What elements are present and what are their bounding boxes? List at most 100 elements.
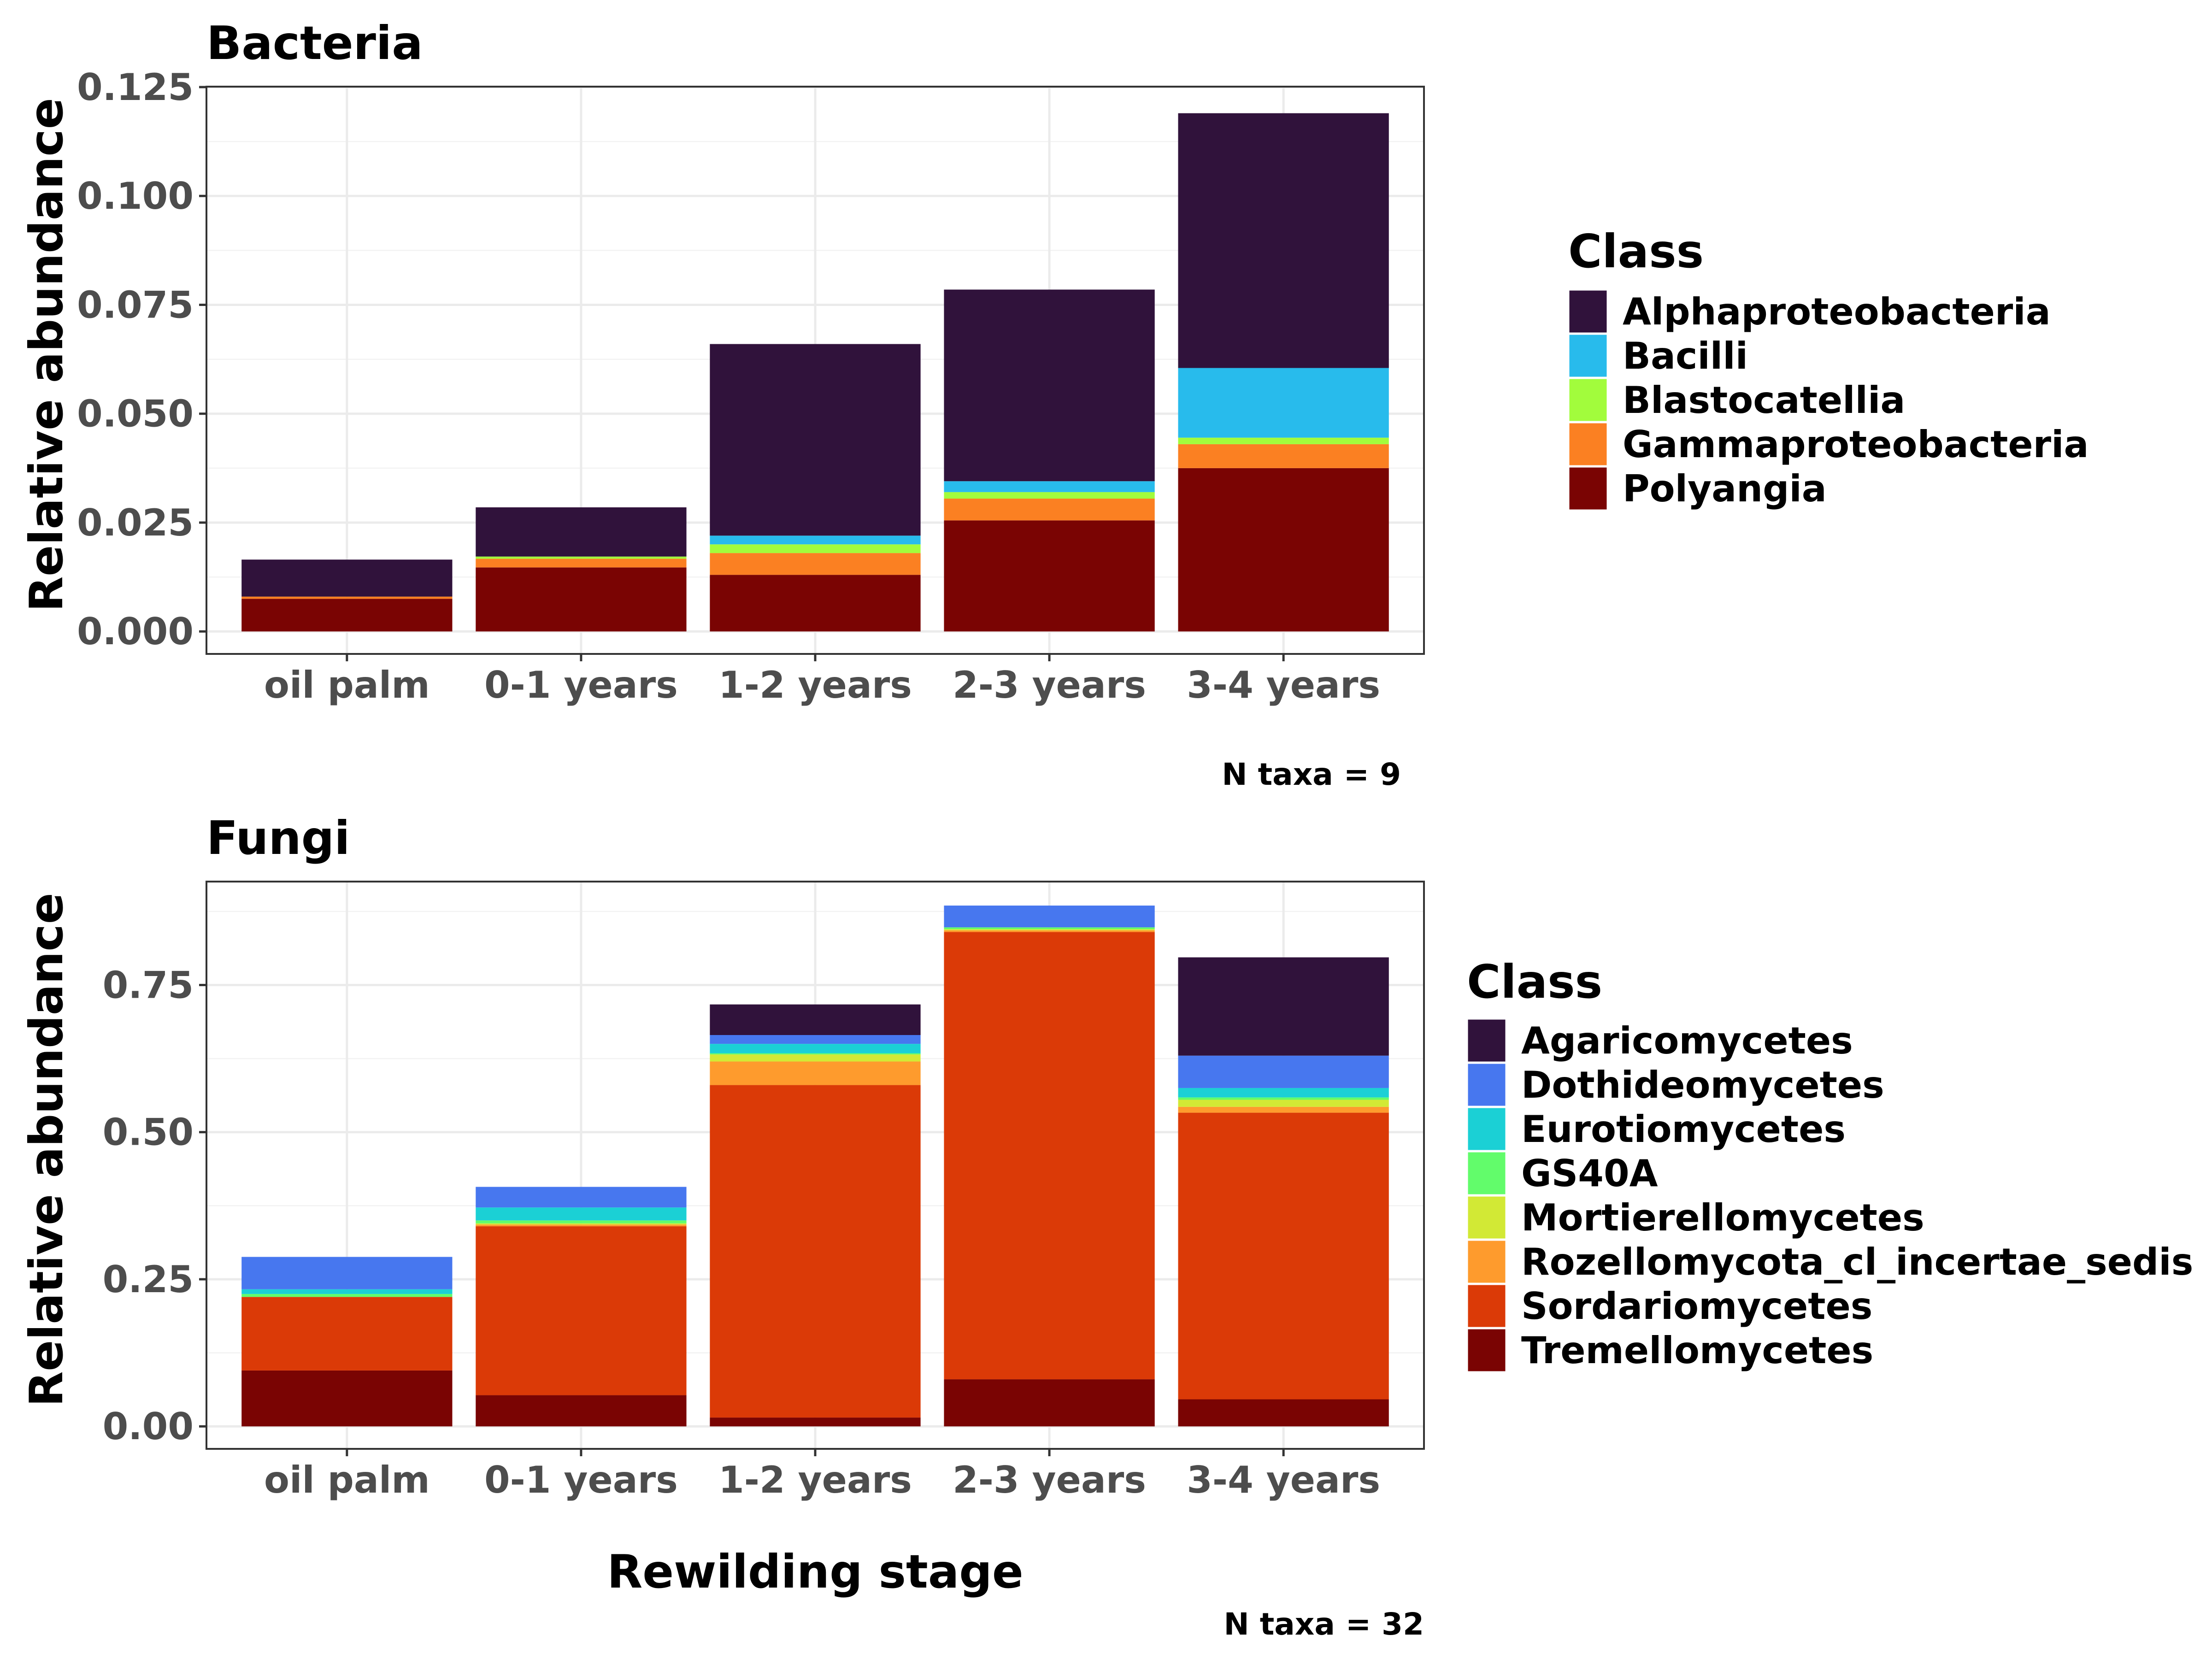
bacteria-bar-polyangia-0-1-years [476, 567, 687, 632]
bacteria-y-tick-label: 0.050 [77, 393, 194, 435]
bacteria-legend-key-alphaproteobacteria [1567, 288, 1609, 335]
bacteria-legend-key-bacilli [1567, 332, 1609, 379]
bacteria-y-tick-label: 0.125 [77, 66, 194, 109]
bacteria-bar-polyangia-oil-palm [241, 599, 453, 632]
bacteria-bar-alphaproteobacteria-3-4-years [1178, 113, 1389, 368]
bacteria-bar-blastocatellia-0-1-years [476, 556, 687, 559]
fungi-bar-rozellomycota-cl-incertae-sedis-0-1-years [476, 1224, 687, 1227]
fungi-legend-label-agaricomycetes: Agaricomycetes [1521, 1019, 1853, 1062]
fungi-legend-label-mortierellomycetes: Mortierellomycetes [1521, 1196, 1924, 1239]
fungi-bar-eurotiomycetes-0-1-years [476, 1207, 687, 1221]
bacteria-legend-label-blastocatellia: Blastocatellia [1623, 379, 1905, 422]
fungi-bar-sordariomycetes-2-3-years [944, 932, 1155, 1380]
fungi-legend-key-dothideomycetes [1465, 1061, 1508, 1108]
bacteria-x-tick-label: 1-2 years [718, 664, 912, 706]
fungi-y-tick-label: 0.50 [103, 1111, 194, 1154]
fungi-bar-gs40a-0-1-years [476, 1220, 687, 1224]
fungi-x-tick-label: 0-1 years [484, 1459, 678, 1501]
fungi-x-tick-label: 3-4 years [1187, 1459, 1380, 1501]
fungi-legend-key-gs40a [1465, 1150, 1508, 1197]
bacteria-bar-blastocatellia-1-2-years [710, 544, 921, 553]
fungi-bar-tremellomycetes-oil-palm [241, 1370, 453, 1427]
fungi-legend-key-rozellomycota-cl-incertae-sedis [1465, 1238, 1508, 1285]
bacteria-legend-label-bacilli: Bacilli [1623, 335, 1748, 377]
fungi-legend-key-agaricomycetes [1465, 1017, 1508, 1064]
fungi-y-tick-label: 0.25 [103, 1258, 194, 1301]
bacteria-bar-blastocatellia-2-3-years [944, 492, 1155, 499]
fungi-taxa-count-note: N taxa = 32 [1224, 1606, 1424, 1642]
fungi-bar-tremellomycetes-1-2-years [710, 1418, 921, 1427]
fungi-panel: Fungi Relative abundance 0.00 0.25 0.50 0.7… [19, 811, 2193, 1642]
bacteria-bar-gammaproteobacteria-1-2-years [710, 553, 921, 575]
fungi-bar-sordariomycetes-1-2-years [710, 1085, 921, 1418]
bacteria-panel-title: Bacteria [206, 16, 423, 70]
fungi-bar-gs40a-oil-palm [241, 1294, 453, 1297]
bacteria-legend-title: Class [1568, 224, 1704, 278]
fungi-panel-title: Fungi [206, 811, 350, 865]
fungi-legend-label-dothideomycetes: Dothideomycetes [1521, 1064, 1884, 1106]
fungi-bar-mortierellomycetes-0-1-years [476, 1223, 687, 1225]
fungi-legend-title: Class [1467, 955, 1602, 1009]
fungi-bar-eurotiomycetes-oil-palm [241, 1289, 453, 1294]
bacteria-bar-gammaproteobacteria-3-4-years [1178, 444, 1389, 468]
fungi-legend-label-gs40a: GS40A [1521, 1152, 1658, 1195]
fungi-legend-key-eurotiomycetes [1465, 1106, 1508, 1153]
fungi-bar-sordariomycetes-0-1-years [476, 1226, 687, 1395]
fungi-bar-agaricomycetes-3-4-years [1178, 957, 1389, 1056]
fungi-legend-label-rozellomycota-cl-incertae-sedis: Rozellomycota_cl_incertae_sedis [1521, 1241, 2193, 1283]
bacteria-y-axis-title: Relative abundance [19, 98, 73, 612]
bacteria-bar-alphaproteobacteria-1-2-years [710, 344, 921, 536]
fungi-bar-gs40a-2-3-years [944, 927, 1155, 930]
bacteria-bar-blastocatellia-3-4-years [1178, 437, 1389, 444]
bacteria-bar-gammaproteobacteria-0-1-years [476, 559, 687, 568]
fungi-bar-eurotiomycetes-1-2-years [710, 1044, 921, 1053]
fungi-bar-rozellomycota-cl-incertae-sedis-3-4-years [1178, 1106, 1389, 1113]
bacteria-bar-alphaproteobacteria-oil-palm [241, 559, 453, 597]
fungi-bar-dothideomycetes-2-3-years [944, 906, 1155, 928]
bacteria-bar-alphaproteobacteria-2-3-years [944, 289, 1155, 482]
bacteria-axis-ticks: 0.000 0.025 0.050 0.075 0.100 0.125 oil palm 0-… [77, 66, 1380, 706]
bacteria-y-tick-label: 0.100 [77, 175, 194, 218]
fungi-bar-mortierellomycetes-3-4-years [1178, 1100, 1389, 1107]
bacteria-panel: Bacteria Relative abundance 0.000 0.025 0.… [19, 16, 2089, 792]
fungi-legend-key-sordariomycetes [1465, 1282, 1508, 1330]
bacteria-bar-bacilli-2-3-years [944, 481, 1155, 492]
bacteria-legend-items: AlphaproteobacteriaBacilliBlastocatellia… [1567, 288, 2089, 512]
fungi-legend-key-tremellomycetes [1465, 1327, 1508, 1374]
fungi-legend-items: AgaricomycetesDothideomycetesEurotiomyce… [1465, 1017, 2193, 1374]
fungi-y-tick-label: 0.75 [103, 964, 194, 1006]
bacteria-legend-label-alphaproteobacteria: Alphaproteobacteria [1623, 290, 2051, 333]
fungi-axis-ticks: 0.00 0.25 0.50 0.75 oil palm 0-1 years 1-2 yea… [103, 964, 1380, 1501]
bacteria-legend-key-polyangia [1567, 465, 1609, 512]
bacteria-bar-bacilli-1-2-years [710, 535, 921, 545]
fungi-x-tick-label: oil palm [264, 1459, 430, 1501]
fungi-bar-tremellomycetes-2-3-years [944, 1379, 1155, 1427]
fungi-legend-key-mortierellomycetes [1465, 1194, 1508, 1241]
bacteria-bar-polyangia-1-2-years [710, 575, 921, 632]
bacteria-legend-label-polyangia: Polyangia [1623, 467, 1827, 510]
fungi-y-tick-label: 0.00 [103, 1405, 194, 1448]
bacteria-y-tick-label: 0.025 [77, 501, 194, 544]
bacteria-bar-polyangia-2-3-years [944, 520, 1155, 632]
fungi-bar-gs40a-3-4-years [1178, 1097, 1389, 1100]
bacteria-bar-gammaproteobacteria-oil-palm [241, 596, 453, 599]
bacteria-x-tick-label: 3-4 years [1187, 664, 1380, 706]
fungi-bar-sordariomycetes-3-4-years [1178, 1112, 1389, 1400]
fungi-bars [241, 906, 1389, 1427]
fungi-y-axis-title: Relative abundance [19, 893, 73, 1406]
fungi-bar-tremellomycetes-0-1-years [476, 1395, 687, 1427]
fungi-x-tick-label: 1-2 years [718, 1459, 912, 1501]
fungi-bar-tremellomycetes-3-4-years [1178, 1399, 1389, 1427]
fungi-bar-gs40a-1-2-years [710, 1053, 921, 1055]
fungi-bar-mortierellomycetes-1-2-years [710, 1054, 921, 1062]
bacteria-x-tick-label: 2-3 years [953, 664, 1146, 706]
bacteria-y-tick-label: 0.075 [77, 283, 194, 326]
fungi-legend-label-eurotiomycetes: Eurotiomycetes [1521, 1108, 1846, 1151]
bacteria-bar-bacilli-3-4-years [1178, 368, 1389, 438]
fungi-legend-label-tremellomycetes: Tremellomycetes [1521, 1329, 1873, 1372]
fungi-bar-rozellomycota-cl-incertae-sedis-1-2-years [710, 1061, 921, 1085]
bacteria-y-tick-label: 0.000 [77, 610, 194, 653]
bacteria-legend-label-gammaproteobacteria: Gammaproteobacteria [1623, 423, 2089, 466]
fungi-bar-rozellomycota-cl-incertae-sedis-2-3-years [944, 930, 1155, 932]
